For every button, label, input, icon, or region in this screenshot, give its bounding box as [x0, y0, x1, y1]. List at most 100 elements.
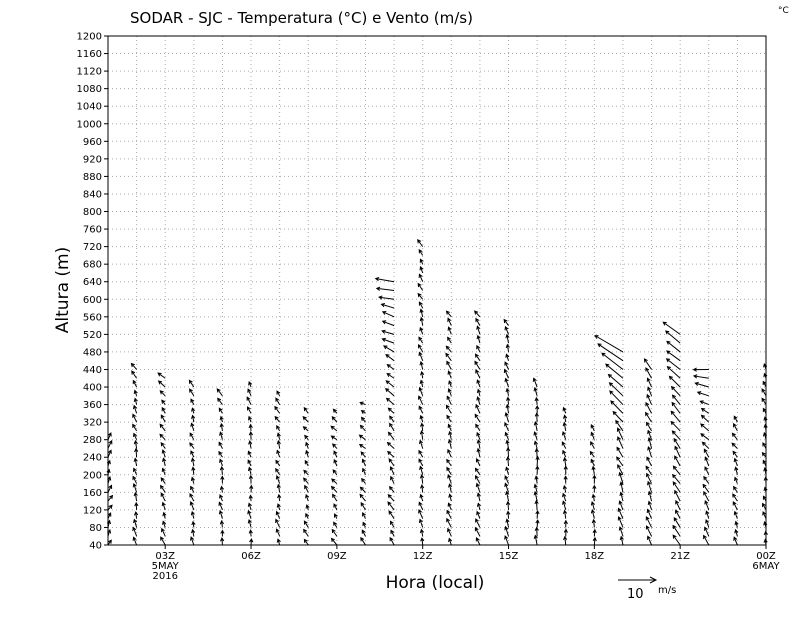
wind-vector — [106, 468, 111, 475]
x-tick-date: 6MAY — [752, 561, 780, 572]
wind-vector — [476, 492, 481, 502]
wind-vector — [763, 466, 768, 475]
wind-vector — [275, 459, 281, 467]
wind-vector — [248, 431, 253, 440]
wind-vector — [534, 499, 539, 510]
wind-vector — [645, 525, 653, 537]
wind-vector — [476, 379, 481, 388]
wind-vector — [474, 526, 481, 537]
wind-vector — [133, 389, 138, 396]
wind-vector — [647, 446, 653, 458]
wind-vector — [420, 370, 425, 379]
wind-vector — [597, 343, 624, 362]
wind-vector — [506, 510, 511, 519]
wind-vector — [331, 528, 338, 537]
wind-vector — [447, 502, 452, 511]
wind-vector — [276, 503, 281, 511]
wind-vector — [705, 510, 710, 519]
wind-vector — [761, 451, 767, 458]
y-tick-label: 200 — [83, 470, 102, 481]
reference-vector-value: 10 — [627, 587, 644, 602]
wind-vector — [763, 530, 768, 537]
wind-vector — [374, 276, 395, 283]
wind-vector — [418, 336, 424, 344]
wind-vector — [390, 529, 395, 537]
wind-vector — [607, 373, 624, 388]
wind-vector — [417, 282, 424, 291]
wind-vector — [106, 519, 111, 528]
wind-vector — [220, 529, 225, 537]
wind-vector — [419, 326, 424, 335]
wind-vector — [134, 501, 139, 510]
wind-vector — [590, 441, 595, 449]
wind-vector — [670, 385, 681, 397]
wind-vector — [161, 501, 166, 511]
wind-vector — [763, 416, 768, 423]
wind-vector — [733, 422, 738, 432]
wind-vector — [447, 336, 452, 344]
wind-vector — [674, 445, 681, 458]
wind-vector — [665, 330, 681, 344]
wind-vector — [533, 534, 538, 546]
wind-vector — [662, 321, 681, 335]
wind-vector — [476, 447, 481, 458]
wind-vector — [190, 450, 195, 458]
wind-vector — [732, 450, 738, 458]
wind-vector — [732, 493, 738, 502]
wind-vector — [333, 458, 338, 467]
wind-vector — [132, 423, 138, 432]
wind-vector — [107, 504, 113, 511]
wind-vector — [475, 474, 481, 484]
wind-vector — [446, 517, 452, 528]
wind-vector — [418, 351, 424, 361]
wind-vector — [387, 431, 395, 440]
wind-vector — [160, 414, 166, 423]
wind-vector — [381, 337, 395, 344]
y-tick-label: 560 — [83, 312, 102, 323]
y-tick-label: 1160 — [77, 49, 102, 60]
wind-vector — [562, 406, 567, 414]
reference-vector: 10 m/s — [618, 576, 676, 602]
wind-vector — [594, 335, 624, 353]
wind-vector — [447, 370, 452, 379]
wind-vector — [643, 358, 652, 370]
y-tick-label: 320 — [83, 418, 102, 429]
wind-vector — [563, 519, 568, 528]
wind-vector — [704, 500, 710, 511]
wind-vector — [276, 483, 281, 493]
wind-vector — [159, 433, 166, 441]
wind-vector — [532, 377, 538, 388]
y-tick-label: 760 — [83, 225, 102, 236]
wind-vector — [107, 494, 114, 502]
wind-vector — [248, 415, 252, 423]
wind-vector — [504, 482, 509, 493]
wind-vector — [447, 527, 452, 537]
wind-vector — [276, 439, 281, 449]
wind-vector — [247, 502, 252, 511]
wind-vector — [592, 528, 597, 537]
wind-vector — [333, 513, 338, 519]
wind-vector — [330, 537, 338, 546]
wind-vector — [505, 518, 510, 528]
wind-vector — [389, 465, 395, 475]
wind-vector — [419, 308, 424, 317]
x-tick-date: 5MAY — [152, 561, 180, 572]
wind-vector — [418, 301, 424, 309]
wind-vector — [332, 469, 338, 476]
wind-vector — [160, 536, 166, 546]
wind-vector — [703, 448, 710, 458]
wind-vector — [419, 379, 424, 388]
wind-vector — [189, 442, 195, 449]
wind-vector — [476, 334, 481, 344]
x-tick-label: 00Z — [756, 551, 776, 562]
wind-vector — [616, 446, 624, 458]
wind-vector — [647, 436, 653, 449]
wind-vector — [505, 387, 510, 396]
wind-vector — [590, 431, 595, 440]
wind-vector — [360, 410, 366, 414]
wind-vector — [133, 511, 139, 519]
wind-vector — [333, 503, 338, 511]
wind-vector — [389, 422, 395, 432]
wind-vector — [162, 511, 167, 519]
wind-vector — [475, 457, 481, 467]
